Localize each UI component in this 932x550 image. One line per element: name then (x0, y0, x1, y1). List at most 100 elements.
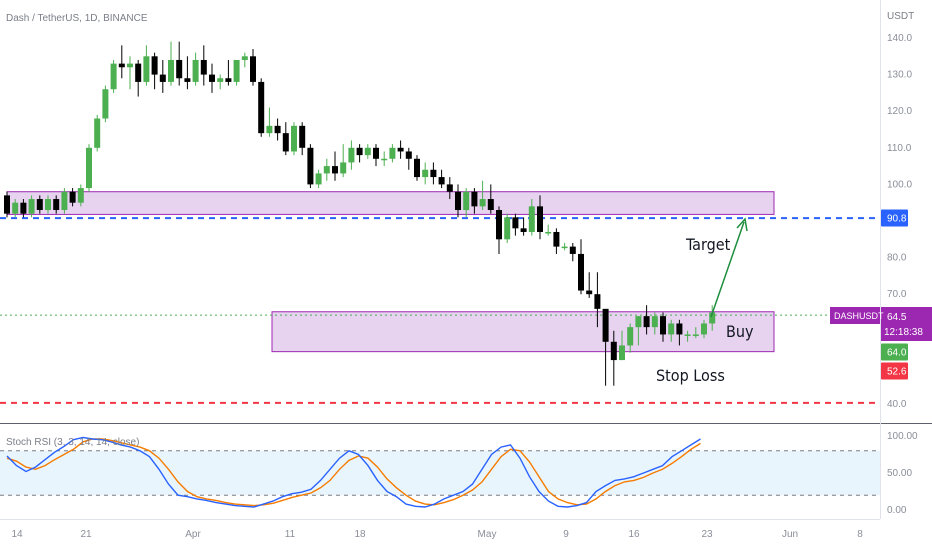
candle[interactable] (405, 147, 412, 170)
buy-price-tag[interactable]: 64.0 (881, 343, 908, 361)
stop-price-tag[interactable]: 52.6 (881, 362, 908, 380)
candle[interactable] (45, 195, 51, 214)
candle[interactable] (496, 206, 502, 254)
candle[interactable] (340, 144, 347, 178)
candle[interactable] (487, 184, 494, 214)
candle[interactable] (315, 169, 322, 189)
candle[interactable] (36, 195, 43, 214)
candle[interactable] (118, 45, 125, 79)
candle[interactable] (684, 330, 691, 342)
candle[interactable] (422, 162, 429, 185)
candle[interactable] (651, 312, 658, 335)
candle[interactable] (217, 74, 224, 90)
candle[interactable] (332, 151, 338, 181)
candle[interactable] (291, 122, 297, 156)
candle[interactable] (356, 144, 363, 163)
candle[interactable] (53, 195, 60, 214)
candle[interactable] (610, 330, 617, 386)
candle[interactable] (192, 52, 199, 86)
candle[interactable] (135, 59, 142, 97)
candle[interactable] (528, 199, 535, 236)
candle[interactable] (28, 195, 35, 218)
candle[interactable] (692, 327, 699, 339)
stoch-k-line[interactable] (6, 436, 701, 508)
candle[interactable] (266, 107, 273, 137)
candle[interactable] (241, 52, 248, 68)
candle[interactable] (660, 312, 666, 342)
candle[interactable] (537, 195, 543, 240)
candle[interactable] (381, 151, 388, 167)
candle[interactable] (586, 272, 593, 298)
candle[interactable] (561, 242, 568, 251)
candle[interactable] (397, 140, 404, 159)
target-arrow[interactable] (710, 221, 745, 318)
stoch-d-line[interactable] (6, 438, 701, 507)
candle[interactable] (455, 184, 461, 218)
candle[interactable] (602, 308, 609, 386)
candle[interactable] (282, 122, 289, 156)
candle[interactable] (389, 144, 396, 163)
candle[interactable] (12, 199, 19, 218)
target-annotation[interactable]: Target (685, 235, 731, 254)
stop-loss-annotation[interactable]: Stop Loss (656, 366, 725, 385)
candle[interactable] (4, 191, 10, 218)
candle[interactable] (553, 228, 560, 254)
candle[interactable] (594, 272, 601, 328)
candle[interactable] (635, 316, 642, 346)
last-price-tag[interactable]: 64.5 12:18:38 (881, 307, 932, 341)
candle[interactable] (127, 56, 133, 90)
candle[interactable] (225, 59, 232, 86)
candle[interactable] (323, 158, 330, 181)
candle[interactable] (364, 144, 371, 159)
candle[interactable] (471, 188, 478, 214)
zone-rectangle[interactable] (6, 191, 775, 215)
candle[interactable] (94, 114, 101, 152)
candle[interactable] (709, 305, 716, 331)
candle[interactable] (168, 41, 174, 86)
candle[interactable] (504, 213, 511, 243)
candle[interactable] (143, 45, 150, 86)
candle[interactable] (159, 59, 166, 93)
candle[interactable] (151, 52, 158, 90)
candle[interactable] (512, 213, 519, 236)
candle[interactable] (176, 41, 183, 86)
candle[interactable] (438, 169, 445, 189)
buy-annotation[interactable]: Buy (726, 322, 754, 341)
candle[interactable] (414, 155, 420, 181)
candle[interactable] (77, 184, 84, 207)
target-price-tag[interactable]: 90.8 (881, 209, 908, 227)
candle[interactable] (619, 330, 625, 361)
candle[interactable] (184, 56, 191, 90)
candle[interactable] (250, 48, 256, 86)
candle[interactable] (86, 144, 92, 192)
candle[interactable] (627, 323, 634, 353)
candle[interactable] (676, 319, 683, 346)
candle[interactable] (209, 63, 215, 93)
candle[interactable] (545, 224, 552, 236)
zone-rectangle[interactable] (271, 311, 775, 353)
candle[interactable] (307, 144, 314, 189)
candle[interactable] (274, 118, 281, 141)
candle[interactable] (430, 162, 437, 185)
candle[interactable] (520, 217, 527, 236)
candle[interactable] (258, 78, 265, 137)
candle[interactable] (668, 319, 675, 342)
candle[interactable] (348, 140, 355, 170)
candle[interactable] (578, 239, 584, 295)
candle[interactable] (701, 319, 707, 339)
candle[interactable] (446, 177, 453, 200)
candle[interactable] (299, 122, 306, 156)
candle[interactable] (233, 59, 240, 86)
symbol-tag[interactable]: DASHUSDT (830, 307, 884, 324)
candle[interactable] (569, 242, 576, 262)
candle[interactable] (643, 305, 650, 335)
candle[interactable] (479, 180, 486, 211)
candle[interactable] (61, 188, 68, 214)
candle[interactable] (463, 188, 470, 218)
candle[interactable] (110, 59, 117, 93)
candle[interactable] (20, 199, 27, 218)
candle[interactable] (373, 144, 379, 167)
candle[interactable] (200, 45, 207, 86)
candle[interactable] (102, 85, 109, 123)
